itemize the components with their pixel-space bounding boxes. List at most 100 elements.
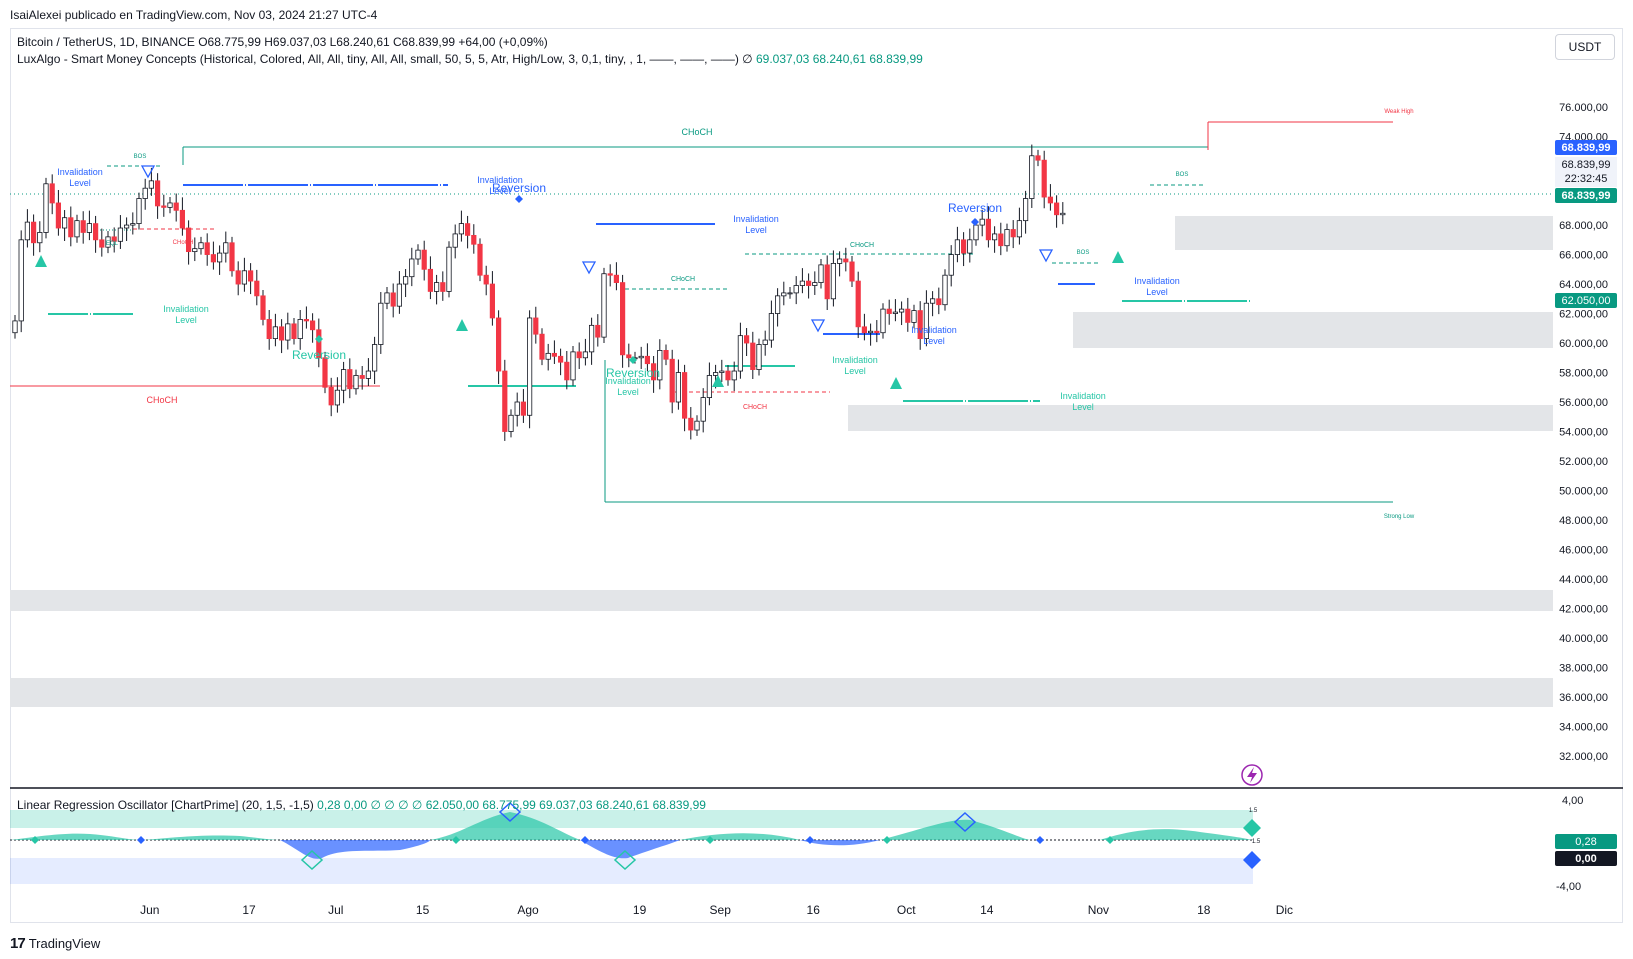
candle-body (923, 302, 930, 340)
label-level: Level (175, 315, 197, 325)
time-tick-label: Jul (328, 903, 343, 917)
down-triangle-marker (1038, 249, 1054, 263)
price-tick-label: 50.000,00 (1559, 485, 1608, 497)
label-reversion: Reversion (606, 366, 660, 380)
label-invalidation: Invalidation (605, 376, 651, 386)
time-axis[interactable]: Jun 17 Jul 15 Ago 19 Sep 16 Oct 14 Nov 18 Dic (140, 903, 1293, 917)
structure-lines (10, 121, 1393, 503)
label-strong-low: Strong Low (1384, 514, 1415, 520)
candle-body (185, 227, 192, 253)
diamond-marker (971, 218, 979, 226)
osc-diamonds (31, 801, 1261, 871)
osc-band-label-mid: 1.5 (1252, 839, 1261, 845)
candle-body (551, 352, 558, 357)
candle-body (954, 239, 961, 255)
candle-body (291, 323, 297, 340)
candle-body (223, 242, 229, 254)
tradingview-logo[interactable]: 17 TradingView (10, 935, 100, 952)
candle-body (458, 223, 465, 235)
down-triangle-marker (810, 319, 826, 333)
candle-body (626, 354, 632, 359)
candle-body (917, 310, 923, 340)
candle-body (520, 401, 527, 416)
label-level: Level (1072, 402, 1094, 412)
candle-body (824, 264, 830, 300)
time-tick-label: Sep (710, 903, 732, 917)
candle-body (731, 370, 737, 381)
candle-body (154, 180, 161, 207)
candle-body (607, 273, 613, 276)
candle-body (514, 401, 520, 416)
invalidation-lines (48, 184, 1252, 402)
candle-body (595, 324, 601, 338)
candle-body (576, 351, 582, 359)
order-block-zones (10, 216, 1553, 707)
candle-body (266, 319, 272, 340)
candle-body (173, 202, 179, 211)
price-tick-label: 36.000,00 (1559, 692, 1608, 704)
candle-body (477, 243, 483, 276)
zone-mid (848, 405, 1553, 431)
label-level: Level (844, 366, 866, 376)
candle-body (440, 282, 446, 292)
candle-body (433, 282, 440, 292)
oscillator-pane: 1.5 1.5 4,00 -4,00 0,28 0,00 (10, 795, 1617, 893)
label-bos: BOS (1077, 250, 1090, 256)
price-tick-label: 56.000,00 (1559, 397, 1608, 409)
candle-body (892, 311, 899, 314)
chart-frame (10, 28, 1623, 923)
publisher-caption: IsaiAlexei publicado en TradingView.com,… (10, 8, 378, 22)
oscillator-title[interactable]: Linear Regression Oscillator [ChartPrime… (17, 798, 314, 812)
candle-body (278, 326, 285, 341)
candle-body (303, 319, 310, 322)
candle-body (775, 295, 781, 314)
label-invalidation: Invalidation (477, 175, 523, 185)
currency-button[interactable]: USDT (1555, 34, 1615, 60)
candle-body (973, 224, 979, 241)
candle-body (192, 248, 198, 253)
indicator-title[interactable]: LuxAlgo - Smart Money Concepts (Historic… (17, 52, 753, 66)
osc-badge-zero: 0,00 (1575, 853, 1596, 865)
symbol-title[interactable]: Bitcoin / TetherUS, 1D, BINANCE (17, 35, 195, 49)
diamond-marker (515, 195, 523, 203)
candle-body (1060, 212, 1066, 216)
candle-body (1023, 198, 1029, 222)
price-tick-label: 58.000,00 (1559, 368, 1608, 380)
up-triangle-marker (456, 319, 468, 331)
price-tick-label: 40.000,00 (1559, 633, 1608, 645)
candle-body (781, 292, 787, 297)
candle-body (508, 414, 514, 432)
badge-last: 68.839,99 (1562, 190, 1611, 202)
tradingview-logo-icon: 17 (10, 935, 26, 952)
candle-body (998, 233, 1004, 247)
osc-axis-top: 4,00 (1562, 795, 1583, 807)
lightning-icon[interactable] (1241, 764, 1263, 786)
down-triangle-marker (581, 261, 597, 275)
candle-body (328, 386, 334, 406)
osc-band-label-top: 1.5 (1249, 808, 1258, 814)
time-tick-label: Nov (1088, 903, 1109, 917)
osc-lower-band (10, 858, 1253, 884)
candle-body (37, 232, 43, 244)
candle-body (713, 372, 719, 376)
price-tick-label: 38.000,00 (1559, 662, 1608, 674)
candle-body (905, 308, 911, 323)
label-eql: EQL (106, 241, 119, 247)
time-tick-label: Ago (517, 903, 539, 917)
candle-body (130, 223, 136, 226)
candle-body (24, 221, 31, 241)
signal-markers (35, 165, 1124, 389)
candle-body (179, 209, 185, 229)
candle-body (384, 292, 390, 304)
candle-body (719, 370, 725, 373)
indicator-values: 69.037,03 68.240,61 68.839,99 (755, 52, 923, 66)
diamond-marker (629, 356, 637, 364)
label-level: Level (745, 225, 767, 235)
candle-body (359, 375, 365, 379)
time-tick-label: 17 (242, 903, 256, 917)
candle-body (285, 323, 291, 341)
candles (12, 144, 1066, 441)
candle-body (272, 326, 279, 340)
candle-body (471, 234, 477, 245)
